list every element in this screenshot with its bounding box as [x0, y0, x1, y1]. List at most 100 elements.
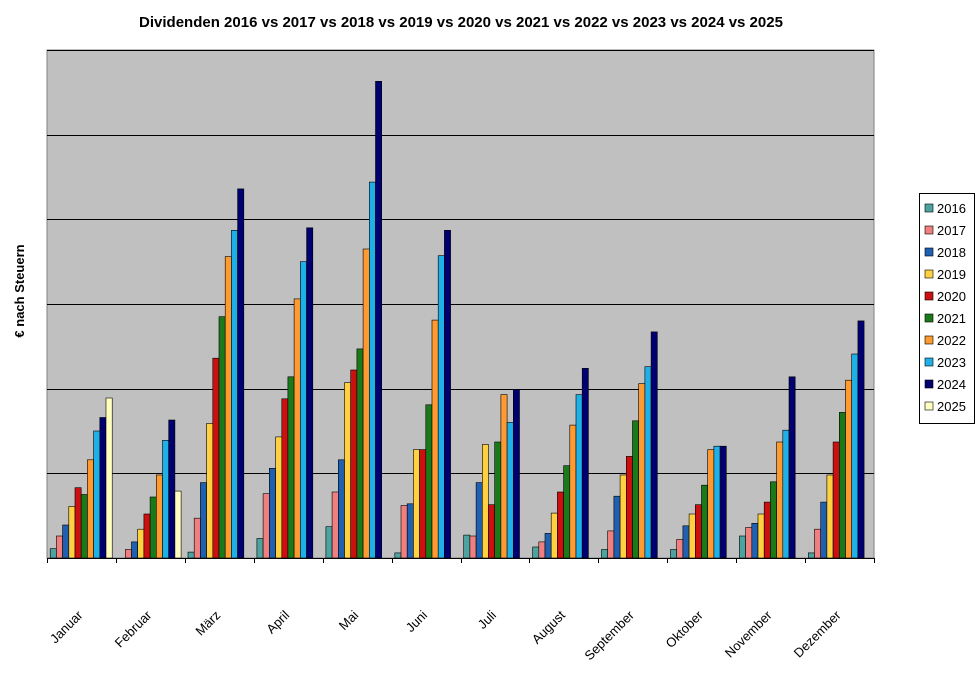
bar-2023-5 — [437, 255, 445, 559]
bar-2024-11 — [857, 320, 865, 559]
legend-swatch-2023 — [924, 357, 934, 367]
bar-2020-5 — [419, 449, 427, 559]
bar-2024-10 — [788, 376, 796, 559]
bar-2020-4 — [350, 369, 358, 559]
gridlines — [47, 50, 874, 474]
x-ticklabel: Mai — [336, 607, 361, 632]
bar-2022-0 — [87, 459, 94, 559]
bar-2021-11 — [838, 412, 846, 559]
bar-2020-8 — [625, 456, 633, 559]
bar-2022-5 — [431, 319, 439, 559]
x-ticklabel: April — [263, 607, 292, 636]
bar-2017-1 — [125, 549, 132, 559]
bar-2020-6 — [488, 504, 495, 559]
bar-2020-3 — [281, 398, 289, 559]
bar-2021-1 — [149, 496, 157, 559]
bar-2016-11 — [807, 552, 815, 559]
bar-2018-11 — [820, 501, 828, 559]
bar-2022-11 — [845, 379, 852, 559]
y-axis-label: € nach Steuern — [12, 244, 27, 337]
bar-2020-10 — [763, 501, 771, 559]
x-ticklabel: Oktober — [663, 607, 707, 651]
bar-2017-8 — [607, 530, 615, 559]
bar-2018-5 — [406, 503, 414, 559]
bar-2021-10 — [770, 481, 777, 559]
x-ticklabel: März — [192, 608, 223, 639]
bar-2019-3 — [275, 436, 283, 559]
x-ticklabel: Dezember — [791, 607, 844, 660]
legend-swatch-2017 — [924, 225, 934, 235]
bar-2023-9 — [713, 445, 721, 559]
bar-2021-9 — [701, 484, 708, 559]
x-ticklabels: Januar Februar März April Mai Juni Juli August S… — [47, 607, 844, 663]
x-ticklabel: August — [529, 607, 568, 646]
bar-2017-4 — [331, 491, 339, 559]
bar-2023-7 — [575, 394, 583, 559]
bar-2016-0 — [49, 548, 57, 559]
bar-2016-4 — [325, 526, 333, 559]
bar-2023-6 — [506, 422, 514, 559]
legend-swatch-2021 — [924, 313, 934, 323]
bar-2020-0 — [74, 487, 82, 559]
bar-2018-2 — [200, 482, 207, 559]
bar-2024-9 — [719, 445, 727, 559]
bar-2016-9 — [670, 549, 677, 559]
bar-2021-5 — [425, 404, 433, 559]
legend-swatch-2016 — [924, 203, 934, 213]
bar-2025-1 — [174, 490, 182, 559]
x-ticklabel: September — [581, 607, 637, 663]
bar-2024-0 — [99, 417, 107, 559]
bar-2023-10 — [782, 429, 790, 559]
bar-2023-4 — [368, 181, 376, 559]
bar-2016-8 — [601, 549, 608, 559]
bar-2023-8 — [644, 366, 652, 559]
x-ticklabel: Januar — [47, 607, 86, 646]
bars — [49, 81, 865, 559]
bar-2019-5 — [413, 449, 420, 559]
bar-2019-8 — [619, 474, 627, 559]
bar-2024-3 — [306, 227, 314, 559]
bar-2024-5 — [444, 230, 451, 559]
bar-2024-6 — [512, 389, 520, 559]
bar-2024-1 — [168, 419, 176, 559]
bar-2022-4 — [362, 248, 370, 559]
bar-2018-3 — [268, 467, 276, 559]
bar-2016-2 — [187, 551, 195, 559]
bar-2018-1 — [131, 541, 138, 559]
bar-2018-10 — [751, 522, 759, 559]
bar-2018-6 — [475, 482, 483, 559]
bar-2018-9 — [682, 525, 690, 559]
bar-2021-8 — [632, 420, 639, 559]
bar-2016-5 — [394, 552, 402, 559]
legend-label-2020: 2020 — [937, 289, 966, 304]
legend-swatch-2024 — [924, 379, 934, 389]
legend-swatch-2022 — [924, 335, 934, 345]
bar-2020-1 — [143, 513, 151, 559]
bar-2016-7 — [532, 546, 540, 559]
bar-2021-0 — [80, 494, 88, 559]
x-ticklabel: Juli — [475, 607, 499, 631]
bar-2019-9 — [688, 513, 696, 559]
bar-2018-4 — [337, 459, 345, 559]
bar-2019-0 — [68, 506, 76, 559]
bar-2019-7 — [550, 512, 558, 559]
bar-2022-8 — [638, 383, 646, 559]
bar-2024-7 — [581, 367, 589, 559]
bar-2020-9 — [694, 504, 702, 559]
bar-2017-10 — [745, 527, 753, 559]
bar-2024-4 — [375, 81, 382, 559]
bar-2022-1 — [156, 474, 163, 559]
legend-label-2024: 2024 — [937, 377, 966, 392]
bar-2019-4 — [344, 382, 351, 559]
legend-label-2025: 2025 — [937, 399, 966, 414]
bar-2019-1 — [137, 528, 145, 559]
legend-label-2017: 2017 — [937, 223, 966, 238]
bar-2017-3 — [262, 493, 270, 559]
bar-2018-8 — [613, 495, 621, 559]
bar-2021-3 — [287, 376, 295, 559]
x-axis — [47, 558, 875, 563]
bar-2022-7 — [569, 424, 577, 559]
bar-2017-7 — [538, 541, 546, 559]
bar-2023-0 — [93, 430, 101, 559]
